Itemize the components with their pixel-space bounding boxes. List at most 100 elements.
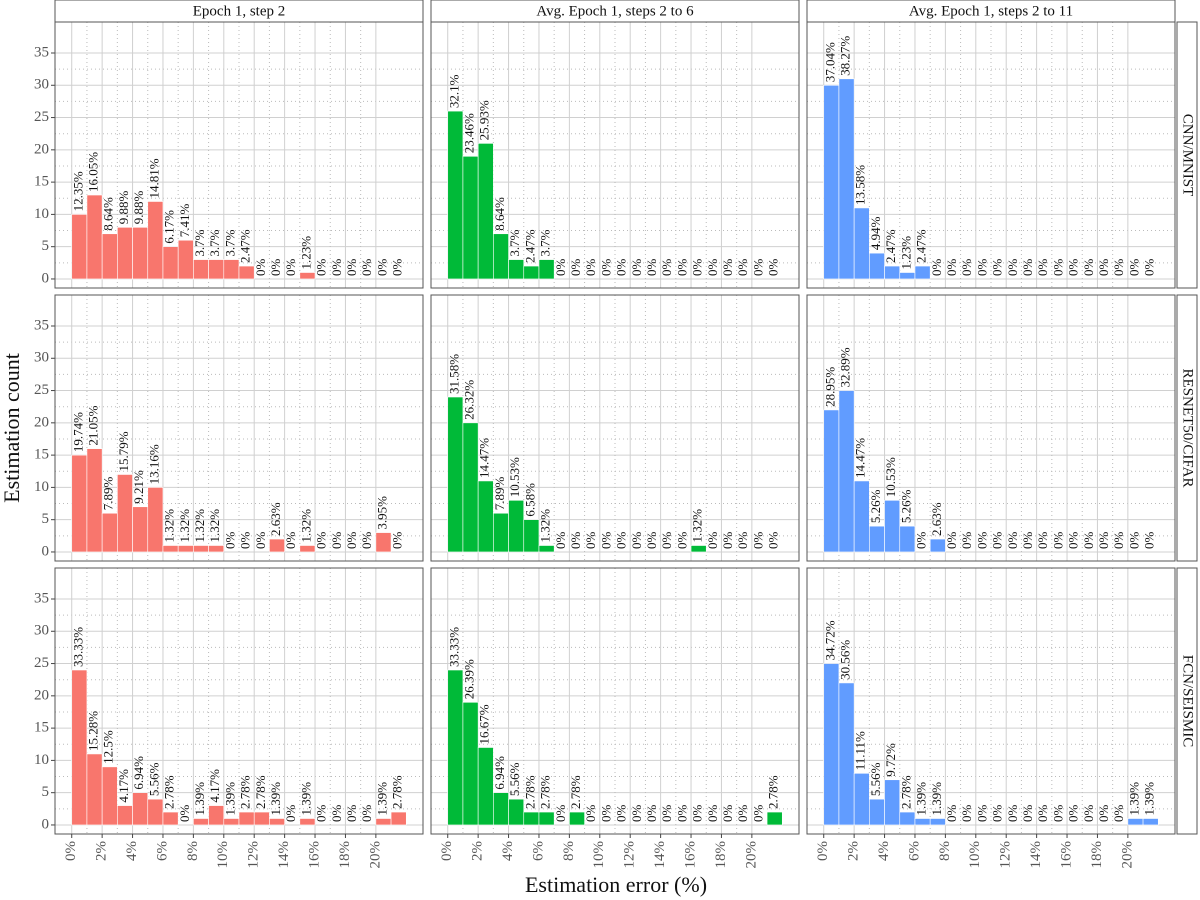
bar [223, 818, 240, 826]
bar [899, 525, 916, 553]
bar [523, 811, 540, 826]
bar-label: 32.89% [838, 347, 853, 387]
bar-label: 12.35% [70, 171, 85, 211]
bar-label: 0% [598, 531, 613, 549]
panel-border [806, 21, 1176, 289]
bar-label: 0% [766, 531, 781, 549]
bar [147, 487, 164, 553]
bar-label: 0% [1126, 531, 1141, 549]
bar-label: 2.78% [898, 775, 913, 809]
bar-label: 9.88% [131, 191, 146, 225]
bar-label: 6.94% [131, 756, 146, 790]
y-tick-label: 35 [34, 317, 49, 333]
x-tick-label: 16% [682, 841, 698, 869]
bar-label: 10.53% [883, 457, 898, 497]
bar-label: 19.74% [70, 412, 85, 452]
bar-label: 0% [1142, 258, 1157, 276]
bar-label: 2.47% [883, 229, 898, 263]
bar [838, 78, 855, 280]
bar-label: 0% [705, 804, 720, 822]
bar-label: 6.17% [162, 210, 177, 244]
y-tick-label: 10 [34, 479, 49, 495]
bar-label: 0% [959, 531, 974, 549]
bar-label: 2.47% [522, 229, 537, 263]
bar-label: 2.78% [568, 775, 583, 809]
y-tick-label: 35 [34, 590, 49, 606]
bar [299, 818, 316, 826]
bar-label: 0% [390, 258, 405, 276]
bar-label: 0% [735, 804, 750, 822]
panel-border [54, 567, 424, 835]
bar [269, 538, 285, 553]
bar-label: 0% [283, 531, 298, 549]
bar-label: 0% [568, 531, 583, 549]
bar-label: 1.32% [192, 509, 207, 543]
x-tick-label: 12% [998, 841, 1014, 869]
strip [1176, 294, 1198, 562]
bar-label: 0% [283, 804, 298, 822]
bar-label: 0% [1111, 531, 1126, 549]
bar [853, 207, 870, 280]
bar-label: 0% [314, 804, 329, 822]
strip [1176, 21, 1198, 289]
bar-label: 8.64% [101, 197, 116, 231]
bar-label: 0% [690, 258, 705, 276]
x-tick-label: 0% [815, 841, 831, 861]
strip-label: FCN/SEISMIC [1180, 655, 1196, 748]
x-tick-label: 0% [439, 841, 455, 861]
bar [914, 818, 931, 826]
y-tick-label: 15 [34, 447, 49, 463]
bar-label: 0% [614, 804, 629, 822]
bar-label: 26.32% [462, 380, 477, 420]
bar-label: 0% [583, 531, 598, 549]
bar-label: 0% [314, 531, 329, 549]
bar-label: 0% [929, 258, 944, 276]
bar-label: 2.47% [238, 229, 253, 263]
bar-label: 31.58% [446, 354, 461, 394]
bar-label: 0% [329, 258, 344, 276]
bar-label: 14.47% [853, 438, 868, 478]
bar-label: 32.1% [446, 74, 461, 108]
bar [101, 766, 118, 826]
bar [71, 669, 88, 826]
y-tick-label: 15 [34, 174, 49, 190]
bar-label: 0% [614, 258, 629, 276]
bar [177, 545, 194, 553]
bar-label: 0% [359, 804, 374, 822]
bar-label: 1.32% [298, 509, 313, 543]
bar-label: 1.39% [222, 782, 237, 816]
bar-label: 1.39% [298, 782, 313, 816]
y-tick-label: 30 [34, 350, 49, 366]
bar-label: 0% [1066, 258, 1081, 276]
bar-label: 0% [629, 258, 644, 276]
bar-label: 21.05% [86, 405, 101, 445]
bar-label: 0% [568, 258, 583, 276]
bar [117, 805, 133, 826]
bar-label: 0% [735, 258, 750, 276]
bar-label: 1.39% [914, 782, 929, 816]
bar-label: 2.78% [522, 775, 537, 809]
bar-label: 9.72% [883, 743, 898, 777]
bar-label: 16.67% [477, 704, 492, 744]
bar-label: 0% [1111, 804, 1126, 822]
bar [208, 545, 225, 553]
bar-label: 0% [344, 531, 359, 549]
bar-label: 0% [1020, 258, 1035, 276]
bar [86, 448, 103, 553]
strip [1176, 567, 1198, 835]
bar-label: 0% [1005, 804, 1020, 822]
bar [569, 811, 585, 826]
y-tick-label: 5 [42, 511, 50, 527]
bar-label: 0% [720, 804, 735, 822]
panel-border [806, 567, 1176, 835]
bar [914, 265, 931, 280]
bar-label: 8.64% [492, 197, 507, 231]
bar-label: 0% [914, 531, 929, 549]
x-tick-label: 6% [154, 841, 170, 861]
bar [132, 792, 149, 826]
bar-label: 2.63% [929, 502, 944, 536]
bar-label: 34.72% [822, 620, 837, 660]
bar-label: 0% [1096, 804, 1111, 822]
bar-label: 0% [750, 258, 765, 276]
